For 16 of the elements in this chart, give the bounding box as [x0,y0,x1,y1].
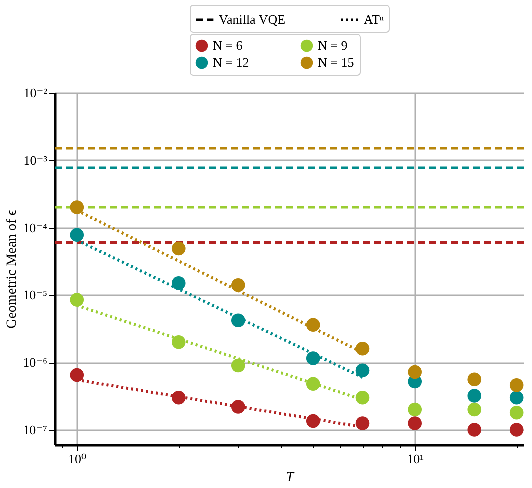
y-axis-title: Geometric Mean of ϵ [5,210,20,329]
y-tick-label: 10⁻⁵ [23,288,48,303]
legend-label: N = 12 [213,55,250,70]
legend-label: N = 9 [318,38,348,53]
legend-label: N = 15 [318,55,354,70]
text: Vanilla VQE [219,12,286,27]
y-tick-label: 10⁻⁴ [23,220,48,236]
text: ATⁿ [364,12,384,27]
x-tick-label: 10¹ [407,452,424,466]
y-tick-label: 10⁻² [24,86,48,100]
y-tick-label: 10⁻⁶ [23,355,48,370]
y-tick-label: 10⁻³ [24,152,48,168]
legend-label: N = 6 [213,38,244,53]
y-tick-label: 10⁻⁷ [23,422,48,438]
x-tick-label: 10⁰ [68,452,87,466]
x-axis-title: T [286,470,296,486]
